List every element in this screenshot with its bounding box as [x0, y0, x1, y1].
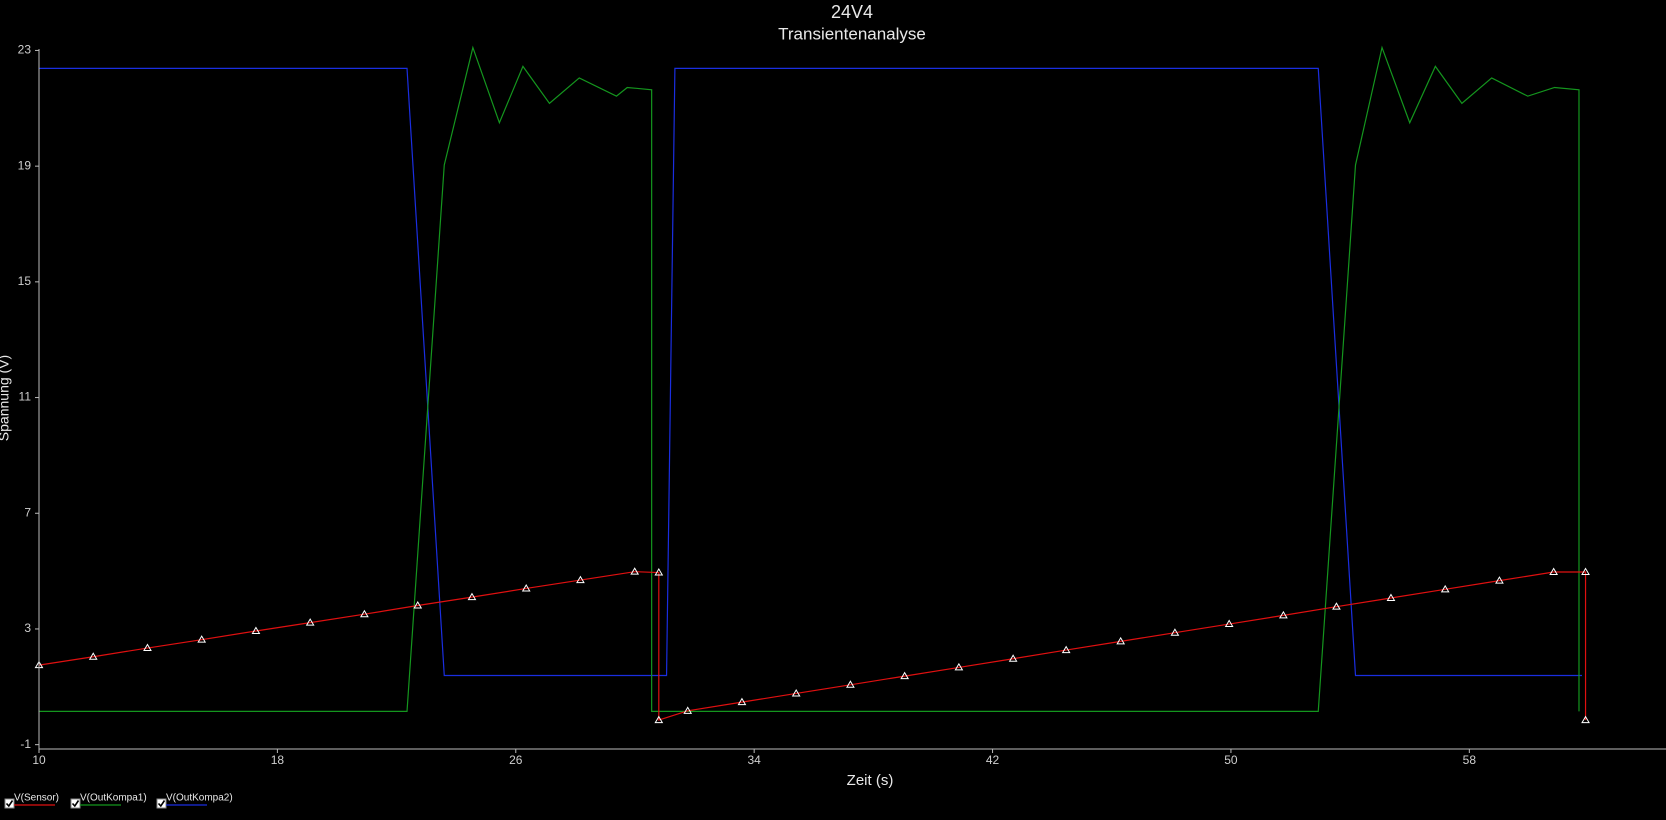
data-marker — [251, 626, 261, 634]
legend-item[interactable]: V(OutKompa2) — [156, 793, 233, 809]
y-tick-label: 23 — [18, 43, 32, 57]
data-marker — [88, 652, 98, 660]
legend-check — [5, 800, 14, 808]
chart-subtitle: Transientenanalyse — [778, 24, 926, 43]
data-marker — [360, 609, 369, 618]
x-axis-label: Zeit (s) — [847, 772, 894, 789]
plot-area — [34, 45, 1590, 724]
data-marker — [1279, 610, 1288, 619]
series-line — [39, 67, 1582, 677]
y-tick-label: 3 — [24, 621, 31, 635]
data-marker — [1495, 576, 1504, 584]
data-marker — [1440, 584, 1450, 593]
y-axis-label: Spannung (V) — [0, 355, 12, 441]
data-marker — [846, 680, 855, 688]
data-marker — [737, 697, 747, 706]
data-marker — [900, 671, 910, 680]
data-marker — [467, 592, 477, 601]
data-marker — [683, 706, 693, 714]
data-marker — [791, 688, 801, 697]
data-marker — [1116, 636, 1126, 645]
legend-check — [157, 800, 166, 808]
legend-item[interactable]: V(Sensor) — [4, 793, 59, 809]
series-line — [39, 45, 1580, 712]
data-marker — [1170, 628, 1180, 636]
data-marker — [197, 635, 207, 643]
data-marker — [576, 575, 585, 584]
data-marker — [143, 643, 152, 652]
data-marker — [654, 568, 664, 576]
x-tick-label: 58 — [1463, 753, 1477, 767]
series-line — [38, 571, 1587, 721]
data-marker — [1332, 602, 1341, 610]
data-marker — [305, 618, 315, 626]
data-marker — [630, 567, 640, 575]
data-marker — [413, 601, 423, 609]
data-marker — [521, 583, 531, 592]
data-marker — [1549, 567, 1559, 575]
legend-check — [71, 800, 80, 808]
legend-label: V(Sensor) — [14, 793, 59, 804]
x-tick-label: 10 — [32, 753, 46, 767]
data-marker — [1061, 645, 1071, 654]
legend-checkbox[interactable] — [4, 798, 15, 809]
chart-title: 24V4 — [831, 2, 873, 22]
legend-checkbox[interactable] — [70, 798, 81, 809]
data-marker — [1581, 715, 1590, 724]
data-marker — [1008, 654, 1018, 662]
x-tick-label: 34 — [747, 753, 761, 767]
data-marker — [1386, 593, 1396, 602]
y-tick-label: 15 — [18, 274, 32, 288]
y-tick-label: -1 — [20, 737, 31, 751]
legend-item[interactable]: V(OutKompa1) — [70, 793, 147, 809]
y-tick-label: 11 — [19, 390, 32, 404]
y-tick-label: 7 — [24, 505, 31, 519]
data-marker — [654, 715, 664, 724]
x-tick-label: 18 — [271, 753, 285, 767]
legend-label: V(OutKompa2) — [166, 793, 233, 804]
data-marker — [1581, 567, 1590, 575]
data-marker — [1224, 619, 1234, 628]
data-marker — [954, 662, 964, 671]
legend-checkbox[interactable] — [156, 798, 167, 809]
y-tick-label: 19 — [18, 158, 32, 172]
legend: V(Sensor) V(OutKompa1) V(OutKompa2) — [4, 793, 233, 809]
x-tick-label: 50 — [1224, 753, 1238, 767]
x-tick-label: 26 — [509, 753, 523, 767]
x-tick-label: 42 — [986, 753, 1000, 767]
legend-label: V(OutKompa1) — [80, 793, 147, 804]
